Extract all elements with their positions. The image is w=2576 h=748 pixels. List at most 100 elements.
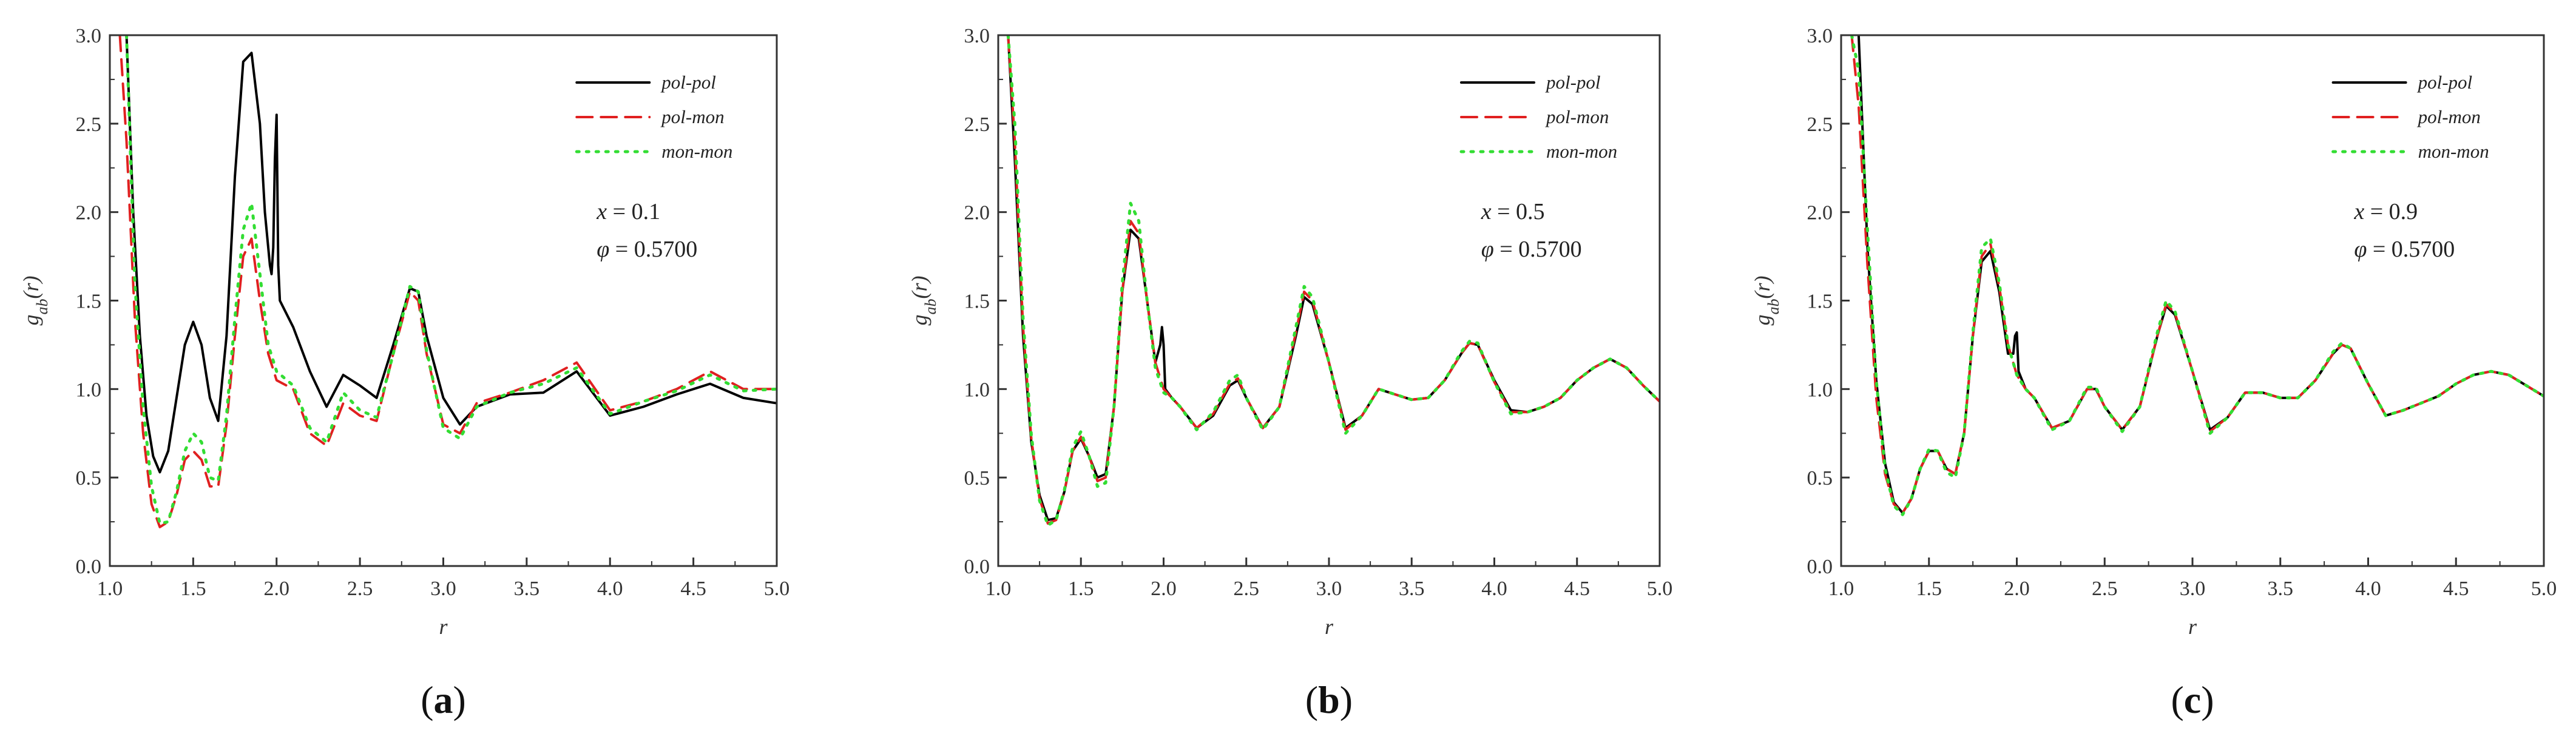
panel-b-annotation-x: x = 0.5 — [1481, 199, 1545, 224]
panel-c-y-axis-title-tail: (r) — [1750, 276, 1774, 299]
panel-a-panel-label-letter: a — [434, 678, 453, 721]
panel-b-panel-label-close: ) — [1340, 678, 1353, 721]
panel-a-series-pol-pol — [125, 35, 777, 474]
panel-c-y-tick-label: 2.0 — [1807, 202, 1833, 224]
panel-c-annotation-value: = 0.5700 — [2367, 237, 2455, 262]
panel-c-x-tick-label: 1.5 — [1916, 578, 1942, 600]
panel-a-chart: 1.0 1.5 2.0 2.5 3.0 3.5 4.0 4.5 5.0 0.0 0.5 1.0 1.5 2… — [19, 25, 789, 721]
panel-a-series-mon-mon — [125, 35, 777, 525]
panel-a-series-pol-mon — [118, 35, 777, 528]
panel-c-panel-label-letter: c — [2184, 678, 2201, 721]
panel-c-legend-label-pol-mon: pol-mon — [2417, 106, 2481, 127]
panel-c-panel-label-open: ( — [2171, 678, 2183, 721]
panel-b-panel-label: (b) — [1305, 678, 1353, 721]
panel-a-y-axis-title: gab(r) — [19, 276, 51, 326]
panel-c-x-tick-label: 1.0 — [1828, 578, 1854, 600]
panel-c-y-tick-label: 0.0 — [1807, 556, 1833, 578]
panel-a-legend-label-mon-mon: mon-mon — [661, 141, 732, 162]
panel-b-x-tick-label: 2.5 — [1234, 578, 1260, 600]
panel-b-y-tick-label: 2.0 — [964, 202, 990, 224]
panel-a-annotation-value: = 0.1 — [607, 199, 660, 224]
panel-a-annotation-symbol: x — [596, 199, 607, 224]
panel-b-annotation-phi: φ = 0.5700 — [1481, 237, 1582, 262]
panel-a-annotation-symbol: φ — [597, 237, 609, 262]
panel-c-chart: 1.0 1.5 2.0 2.5 3.0 3.5 4.0 4.5 5.0 0.0 0.5 1.0 1.5 2… — [1750, 25, 2557, 721]
panel-a-x-tick-label: 5.0 — [764, 578, 790, 600]
panel-b-x-tick-label: 2.0 — [1151, 578, 1177, 600]
panel-c-y-axis-title-sub: ab — [1765, 299, 1782, 315]
panel-c-x-axis-title: r — [2188, 615, 2197, 639]
panel-a-y-tick-label: 2.0 — [76, 202, 102, 224]
panel-c-x-tick-label: 4.5 — [2443, 578, 2469, 600]
panel-c-panel-label-close: ) — [2201, 678, 2214, 721]
panel-a-x-tick-label: 4.5 — [680, 578, 706, 600]
panel-a-y-tick-label: 2.5 — [76, 113, 102, 136]
panel-b-y-tick-label: 1.5 — [964, 291, 990, 313]
panel-a-panel-label: (a) — [421, 678, 466, 721]
panel-b-annotation-symbol: x — [1481, 199, 1492, 224]
panel-a-x-tick-label: 1.0 — [97, 578, 123, 600]
panel-c-annotation-value: = 0.9 — [2364, 199, 2418, 224]
panel-b-annotation-value: = 0.5 — [1492, 199, 1545, 224]
panel-c-y-tick-label: 0.5 — [1807, 467, 1833, 490]
panel-a-x-axis-title: r — [439, 615, 448, 639]
panel-b-x-tick-label: 1.0 — [985, 578, 1012, 600]
panel-c-annotation-symbol: x — [2353, 199, 2364, 224]
panel-b-y-tick-label: 2.5 — [964, 113, 990, 136]
panel-b-y-tick-label: 3.0 — [964, 25, 990, 47]
panel-b-y-tick-label: 1.0 — [964, 379, 990, 401]
panel-c-y-tick-label: 1.0 — [1807, 379, 1833, 401]
panel-b-annotation-value: = 0.5700 — [1494, 237, 1582, 262]
panel-b-series-pol-mon — [1007, 35, 1660, 525]
panel-b-x-tick-label: 3.0 — [1316, 578, 1342, 600]
panel-c-y-tick-label: 2.5 — [1807, 113, 1833, 136]
panel-b-legend-label-mon-mon: mon-mon — [1546, 141, 1617, 162]
panel-b-legend-label-pol-mon: pol-mon — [1545, 106, 1609, 127]
panel-c-y-tick-label: 3.0 — [1807, 25, 1833, 47]
panel-a-y-axis-title-tail: (r) — [19, 276, 43, 299]
panel-b-y-tick-label: 0.5 — [964, 467, 990, 490]
panel-a-y-axis-title-main: g — [19, 315, 43, 326]
panel-c-y-axis-title-main: g — [1750, 315, 1774, 326]
panel-a-y-tick-label: 0.0 — [76, 556, 102, 578]
panel-a-annotation-x: x = 0.1 — [596, 199, 660, 224]
panel-a-x-tick-label: 2.5 — [347, 578, 373, 600]
panel-b-panel-label-letter: b — [1318, 678, 1340, 721]
panel-c-annotation-phi: φ = 0.5700 — [2354, 237, 2455, 262]
panel-c-x-tick-label: 2.5 — [2092, 578, 2118, 600]
panel-b-x-tick-label: 5.0 — [1647, 578, 1673, 600]
panel-b-y-axis-title-tail: (r) — [907, 276, 931, 299]
panel-c-panel-label: (c) — [2171, 678, 2214, 721]
panel-b-x-tick-label: 4.5 — [1564, 578, 1591, 600]
panel-b-y-axis-title: gab(r) — [907, 276, 939, 326]
panel-c-legend-label-mon-mon: mon-mon — [2418, 141, 2489, 162]
panel-a-x-tick-label: 3.0 — [430, 578, 456, 600]
panel-b-chart: 1.0 1.5 2.0 2.5 3.0 3.5 4.0 4.5 5.0 0.0 0.5 1.0 1.5 2… — [907, 25, 1672, 721]
panel-b-panel-label-open: ( — [1305, 678, 1318, 721]
panel-a-annotation-value: = 0.5700 — [609, 237, 697, 262]
panel-a-y-tick-label: 3.0 — [76, 25, 102, 47]
panel-b-x-axis-title: r — [1325, 615, 1334, 639]
panel-b-y-tick-label: 0.0 — [964, 556, 990, 578]
panel-b-y-axis-title-sub: ab — [922, 299, 939, 315]
panel-a-legend-label-pol-mon: pol-mon — [660, 106, 724, 127]
panel-b-y-axis-title-main: g — [907, 315, 931, 326]
panel-c-x-tick-label: 4.0 — [2355, 578, 2381, 600]
panel-a-annotation-phi: φ = 0.5700 — [597, 237, 697, 262]
panel-a-y-tick-label: 1.0 — [76, 379, 102, 401]
panel-b-x-tick-label: 1.5 — [1068, 578, 1094, 600]
panel-a-legend-label-pol-pol: pol-pol — [660, 72, 716, 93]
panel-a-x-tick-label: 3.5 — [514, 578, 540, 600]
panel-a-x-tick-label: 4.0 — [597, 578, 623, 600]
panel-a-y-tick-label: 1.5 — [76, 291, 102, 313]
panel-a-panel-label-open: ( — [421, 678, 433, 721]
panel-a-panel-label-close: ) — [453, 678, 466, 721]
panel-a-y-axis-title-sub: ab — [33, 299, 51, 315]
panel-c-legend-label-pol-pol: pol-pol — [2417, 72, 2473, 93]
panel-c-series-mon-mon — [1850, 35, 2544, 516]
panel-c-x-tick-label: 3.5 — [2268, 578, 2294, 600]
panel-b-x-tick-label: 4.0 — [1481, 578, 1507, 600]
panel-c-y-tick-label: 1.5 — [1807, 291, 1833, 313]
panel-b-x-tick-label: 3.5 — [1399, 578, 1425, 600]
panel-a-y-tick-label: 0.5 — [76, 467, 102, 490]
